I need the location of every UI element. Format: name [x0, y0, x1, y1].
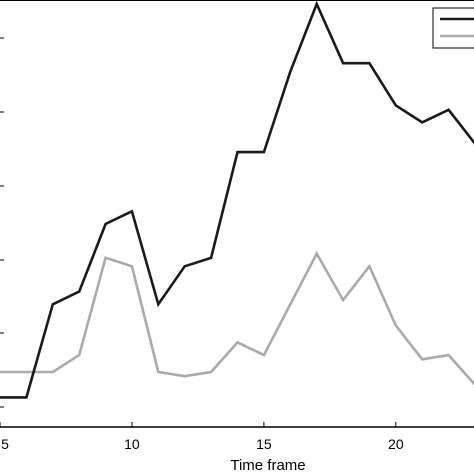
- x-axis-ticks: 5 10 15 20: [0, 422, 404, 452]
- legend-box: [432, 7, 474, 49]
- series-line-2: [0, 250, 474, 386]
- x-axis-title: Time frame: [230, 457, 305, 474]
- series-line-1: [0, 0, 474, 399]
- x-tick-label: 15: [256, 436, 272, 452]
- x-tick-label: 20: [388, 436, 404, 452]
- plot-frame: [0, 0, 474, 428]
- x-tick-label: 10: [124, 436, 140, 452]
- series-layer: [0, 0, 474, 399]
- x-tick-label: 5: [1, 436, 9, 452]
- legend: [432, 7, 474, 49]
